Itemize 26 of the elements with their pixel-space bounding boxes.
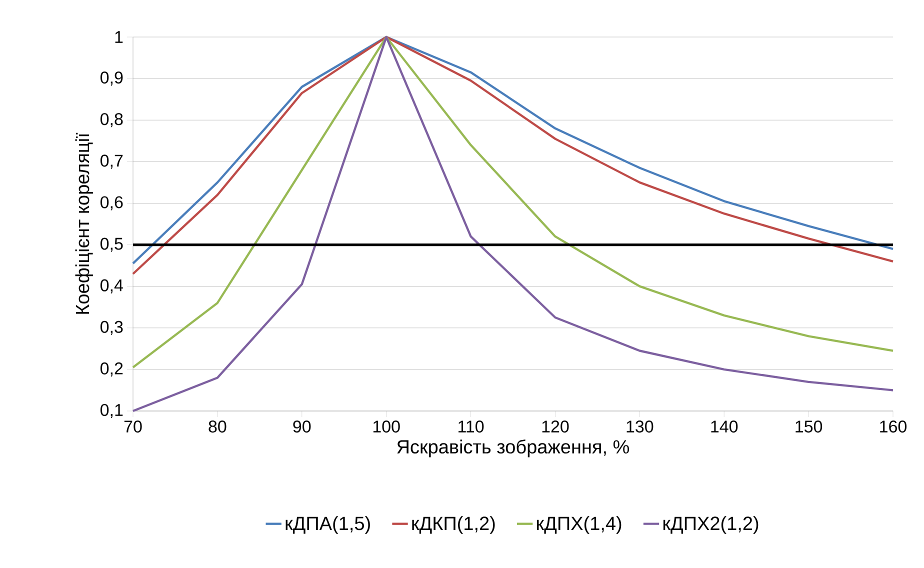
y-tick-label: 0,1 <box>100 404 123 418</box>
y-tick-label: 0,6 <box>100 196 123 210</box>
y-tick-label: 0,3 <box>100 320 123 335</box>
x-tick-label: 130 <box>626 420 654 433</box>
x-tick-label: 100 <box>373 420 400 433</box>
x-tick-label: 90 <box>293 420 311 433</box>
y-tick-label: 0,4 <box>100 279 123 294</box>
x-tick-label: 140 <box>711 420 738 433</box>
y-tick-label: 0,8 <box>100 113 123 128</box>
legend-label: кДКП(1,2) <box>412 516 495 534</box>
x-tick-label: 120 <box>542 420 569 433</box>
y-tick-label: 0,9 <box>100 72 123 86</box>
x-tick-label: 80 <box>208 420 226 433</box>
x-tick-label: 150 <box>796 420 822 433</box>
x-tick-label: 70 <box>124 420 142 433</box>
x-axis-title: Яскравість зображення, % <box>397 439 630 458</box>
legend-label: кДПХ2(1,2) <box>663 516 758 534</box>
y-tick-label: 1 <box>115 31 123 43</box>
y-axis-title: Коефіцієнт кореляції <box>75 132 93 314</box>
legend-label: кДПА(1,5) <box>286 516 370 534</box>
x-tick-label: 160 <box>880 420 907 433</box>
x-tick-label: 110 <box>458 420 484 433</box>
y-tick-label: 0,5 <box>100 238 123 252</box>
y-tick-label: 0,2 <box>100 362 123 376</box>
legend-label: кДПХ(1,4) <box>537 516 622 534</box>
y-tick-label: 0,7 <box>100 154 123 169</box>
